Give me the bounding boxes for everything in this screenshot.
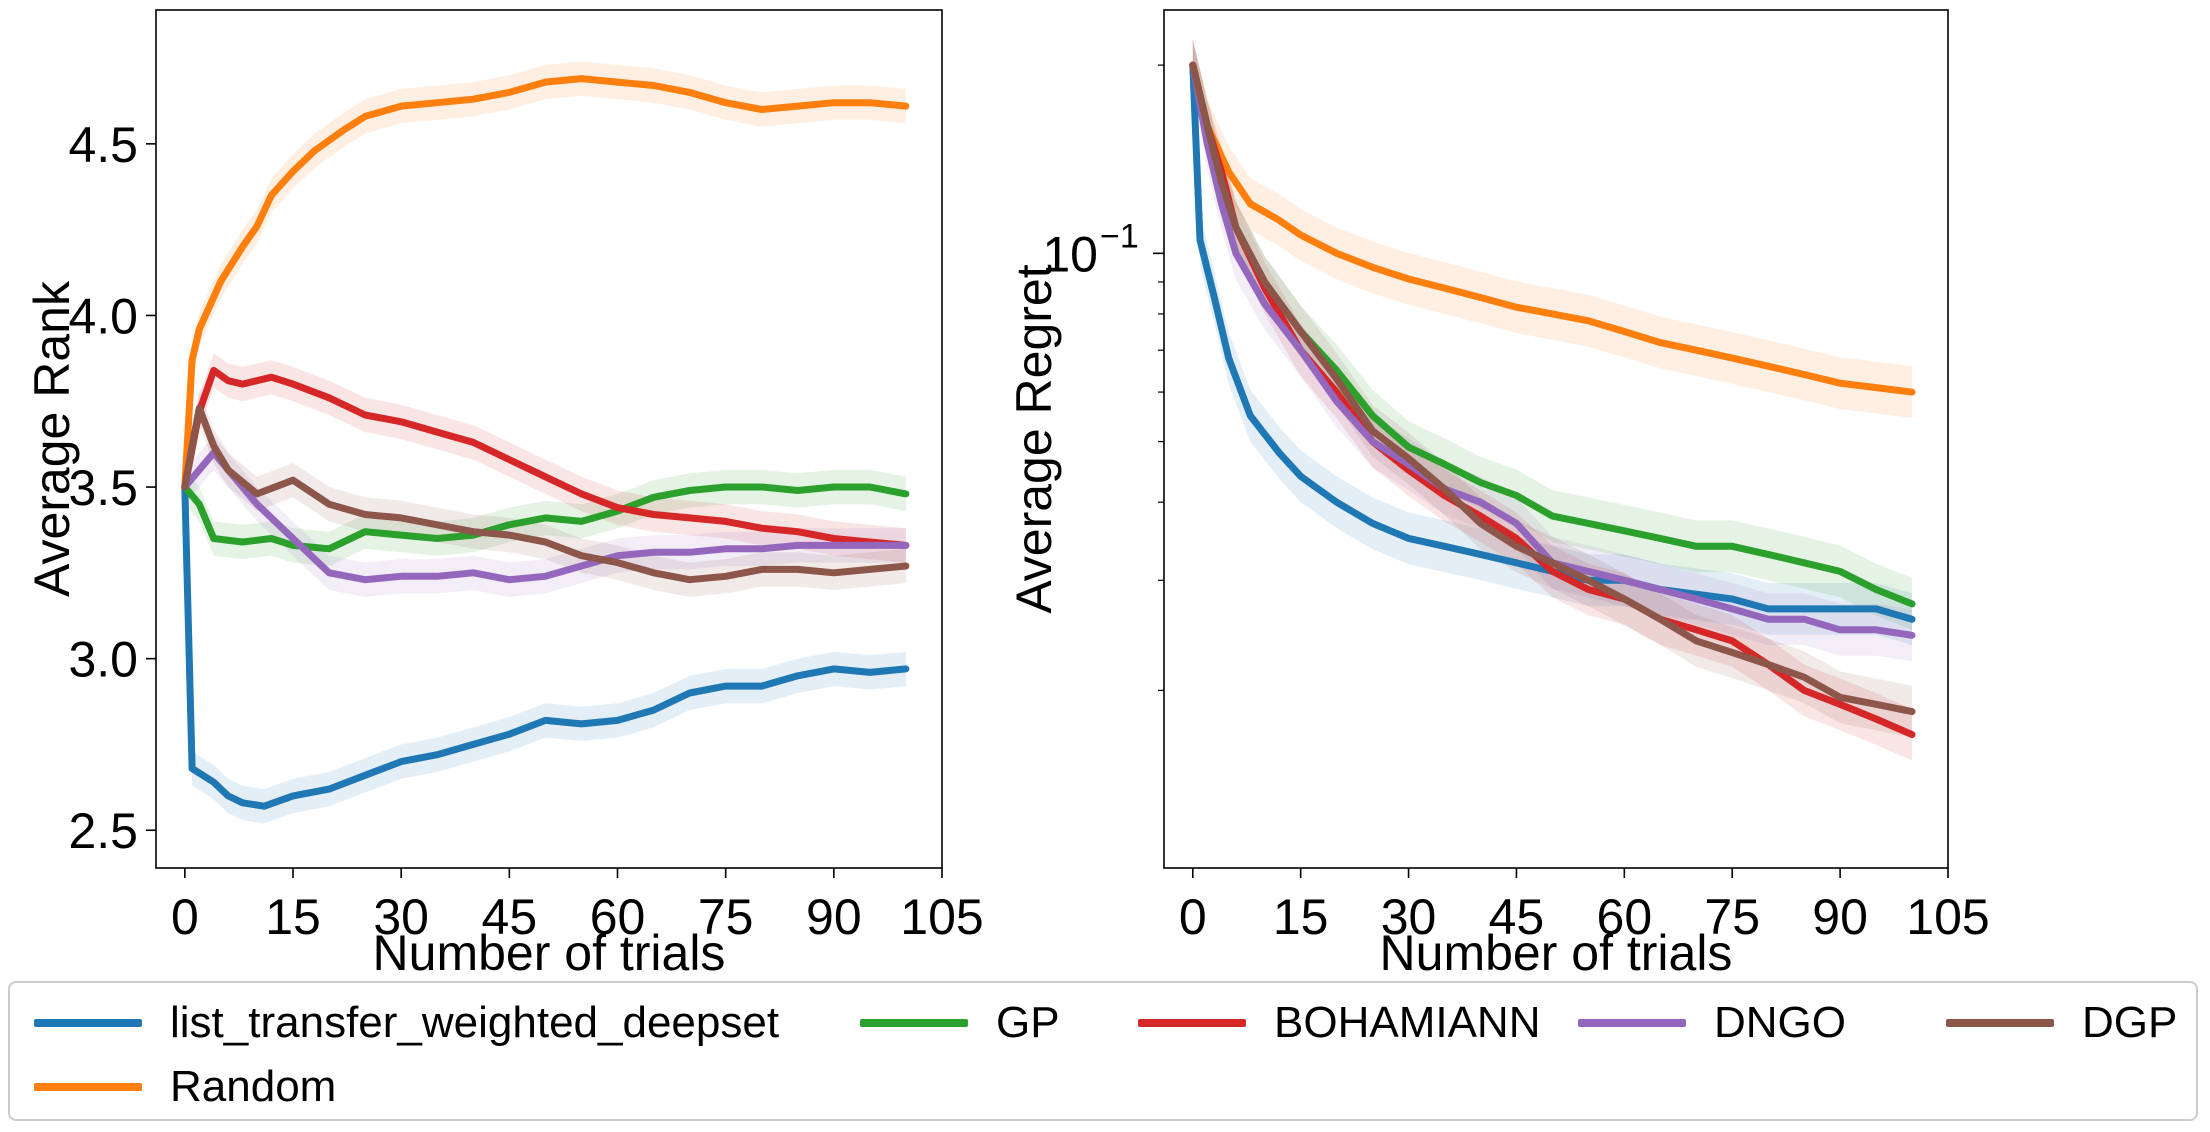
y-tick-label: 4.0 bbox=[68, 288, 138, 344]
series-line-bohamiann bbox=[181, 366, 910, 549]
x-tick-label: 45 bbox=[1489, 889, 1545, 945]
legend-swatch bbox=[1138, 1019, 1246, 1027]
rank-y-axis-label: Average Rank bbox=[24, 280, 80, 597]
rank-y-ticks: 2.5 3.0 3.5 4.0 4.5 bbox=[68, 117, 156, 859]
legend-entry-dgp: DGP bbox=[1946, 993, 2177, 1053]
x-tick-label: 0 bbox=[1179, 889, 1207, 945]
regret-x-ticks: 0 15 30 45 60 75 90 105 bbox=[1179, 868, 1990, 945]
legend-label: DGP bbox=[2082, 998, 2178, 1047]
x-tick-label: 15 bbox=[265, 889, 321, 945]
y-tick-label: 3.5 bbox=[68, 460, 138, 516]
x-tick-label: 45 bbox=[482, 889, 538, 945]
regret-series-lines bbox=[1189, 61, 1916, 739]
regret-y-axis-label: Average Regret bbox=[1006, 264, 1062, 613]
legend-entry-bohamiann: BOHAMIANN bbox=[1138, 993, 1540, 1053]
legend-swatch bbox=[34, 1083, 142, 1091]
x-tick-label: 90 bbox=[806, 889, 862, 945]
rank-subplot: 0 15 30 45 60 75 90 105 2.5 3.0 3.5 4.0 4.5 Number … bbox=[24, 9, 984, 980]
rank-series-lines bbox=[181, 75, 910, 810]
legend-label: DNGO bbox=[1714, 998, 1846, 1047]
regret-confidence-bands bbox=[1192, 39, 1912, 761]
x-tick-label: 0 bbox=[171, 889, 199, 945]
figure-canvas: 0 15 30 45 60 75 90 105 2.5 3.0 3.5 4.0 4.5 Number … bbox=[24, 9, 1990, 980]
series-line-list-transfer-weighted-deepset bbox=[1189, 61, 1916, 623]
legend-label: GP bbox=[996, 998, 1060, 1047]
rank-x-ticks: 0 15 30 45 60 75 90 105 bbox=[171, 868, 984, 945]
series-line-random bbox=[1189, 61, 1916, 396]
band-list-transfer-weighted-deepset bbox=[1192, 39, 1912, 645]
legend-entry-list-transfer-weighted-deepset: list_transfer_weighted_deepset bbox=[34, 993, 779, 1053]
series-line-random bbox=[181, 75, 910, 491]
band-list-transfer-weighted-deepset bbox=[184, 469, 906, 824]
legend-label: Random bbox=[170, 1062, 337, 1111]
y-tick-label: 2.5 bbox=[68, 803, 138, 859]
x-tick-label: 15 bbox=[1273, 889, 1329, 945]
regret-subplot: 0 15 30 45 60 75 90 105 10 −1 Number of trials A… bbox=[1006, 9, 1990, 980]
x-tick-label: 60 bbox=[590, 889, 646, 945]
legend-entry-random: Random bbox=[34, 1057, 336, 1117]
band-bohamiann bbox=[184, 353, 906, 563]
band-dgp bbox=[184, 391, 906, 597]
band-random bbox=[184, 61, 906, 505]
x-tick-label: 60 bbox=[1597, 889, 1653, 945]
x-tick-label: 90 bbox=[1812, 889, 1868, 945]
legend-swatch bbox=[1946, 1019, 2054, 1027]
legend: list_transfer_weighted_deepset GP BOHAMI… bbox=[8, 981, 2198, 1121]
x-tick-label: 105 bbox=[1906, 889, 1989, 945]
legend-swatch bbox=[34, 1019, 142, 1027]
series-line-dngo bbox=[181, 449, 910, 584]
legend-entry-gp: GP bbox=[860, 993, 1060, 1053]
series-line-gp bbox=[181, 483, 910, 553]
y-tick-label: 10 bbox=[1042, 226, 1098, 282]
series-line-dgp bbox=[181, 404, 910, 584]
x-tick-label: 30 bbox=[373, 889, 429, 945]
legend-entry-dngo: DNGO bbox=[1578, 993, 1846, 1053]
y-tick-label: 3.0 bbox=[68, 632, 138, 688]
regret-y-ticks: 10 −1 bbox=[1042, 64, 1164, 692]
legend-swatch bbox=[1578, 1019, 1686, 1027]
legend-swatch bbox=[860, 1019, 968, 1027]
x-tick-label: 105 bbox=[900, 889, 983, 945]
x-tick-label: 30 bbox=[1381, 889, 1437, 945]
rank-x-axis-label: Number of trials bbox=[373, 925, 726, 980]
x-tick-label: 75 bbox=[698, 889, 754, 945]
legend-label: BOHAMIANN bbox=[1274, 998, 1541, 1047]
y-tick-label-exponent: −1 bbox=[1100, 217, 1139, 255]
rank-plot-frame bbox=[155, 9, 943, 869]
regret-x-axis-label: Number of trials bbox=[1380, 925, 1733, 980]
band-dngo bbox=[184, 435, 906, 597]
legend-label: list_transfer_weighted_deepset bbox=[170, 998, 780, 1047]
regret-plot-frame bbox=[1163, 9, 1949, 869]
series-line-dngo bbox=[1189, 61, 1916, 639]
series-line-list-transfer-weighted-deepset bbox=[181, 483, 910, 810]
series-line-dgp bbox=[1189, 61, 1916, 716]
x-tick-label: 75 bbox=[1704, 889, 1760, 945]
y-tick-label: 4.5 bbox=[68, 117, 138, 173]
